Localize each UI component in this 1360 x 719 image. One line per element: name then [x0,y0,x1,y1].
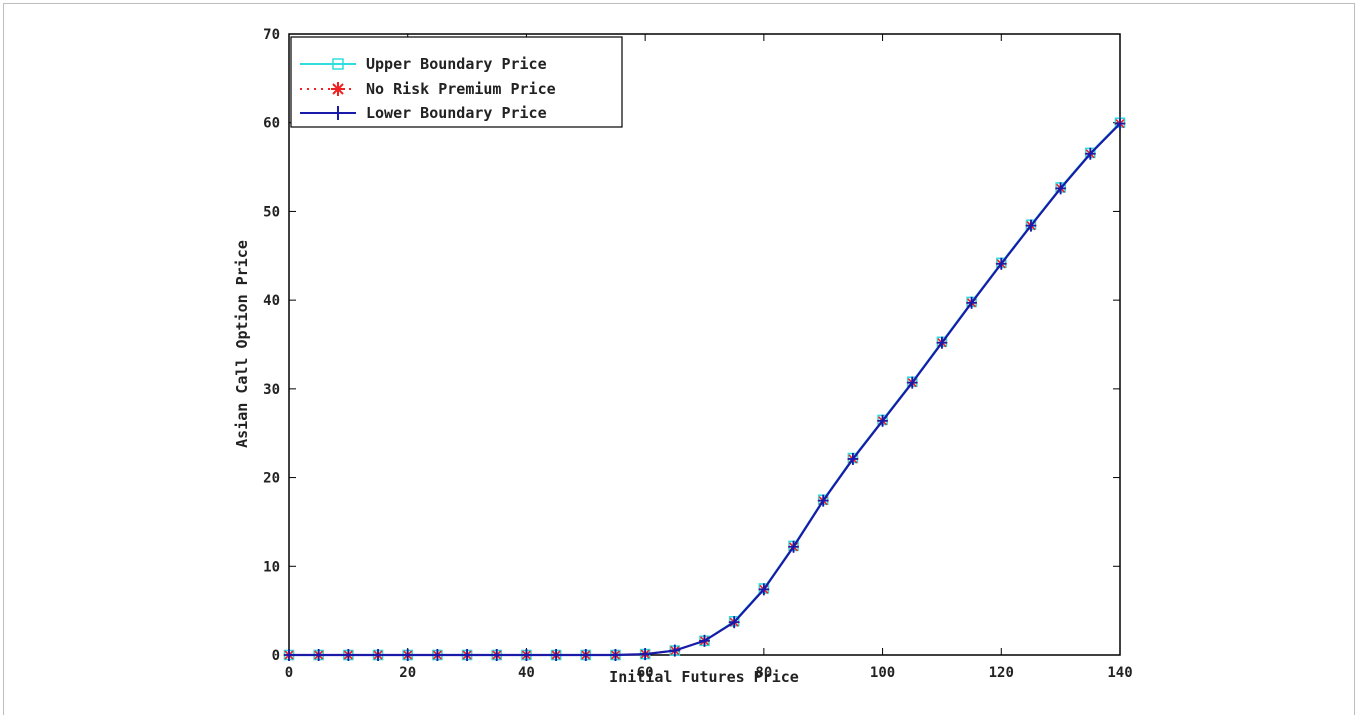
x-tick-label: 40 [518,665,535,681]
x-tick-label: 100 [870,665,895,681]
legend-item-no-risk: No Risk Premium Price [300,80,556,98]
legend-label-no-risk: No Risk Premium Price [366,80,556,98]
y-tick-label: 0 [272,648,280,664]
legend-asterisk-marker [331,82,345,96]
y-tick-label: 10 [263,559,280,575]
x-tick-label: 140 [1107,665,1132,681]
x-tick-label: 20 [399,665,416,681]
x-axis-label: Initial Futures Price [609,668,799,686]
legend: Upper Boundary Price No Risk Premium Pri… [291,37,622,127]
x-tick-label: 120 [989,665,1014,681]
y-tick-label: 40 [263,293,280,309]
x-tick-label: 0 [285,665,293,681]
legend-label-upper: Upper Boundary Price [366,55,547,73]
legend-label-lower: Lower Boundary Price [366,104,547,122]
y-tick-label: 70 [263,27,280,43]
y-tick-label: 60 [263,116,280,132]
y-axis-label: Asian Call Option Price [233,240,251,448]
y-tick-label: 50 [263,204,280,220]
y-tick-label: 20 [263,471,280,487]
y-tick-label: 30 [263,382,280,398]
